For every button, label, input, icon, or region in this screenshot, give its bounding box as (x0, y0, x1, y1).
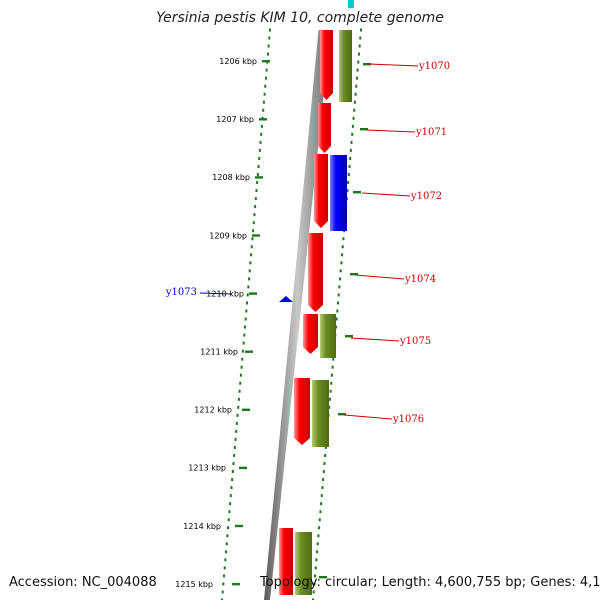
cds-arrow[interactable] (314, 154, 328, 228)
feature-label-text[interactable]: y1073 (165, 287, 197, 298)
ruler-dotted-line-inner (221, 28, 271, 600)
outer-ruler-tick (363, 63, 371, 66)
gene-bar[interactable] (339, 30, 352, 102)
ruler-tick (259, 118, 267, 121)
genome-summary-text: Topology: circular; Length: 4,600,755 bp… (260, 575, 600, 590)
ruler-label: 1208 kbp (212, 173, 250, 182)
outer-ruler-tick (350, 273, 358, 276)
other-feature-bar[interactable] (348, 0, 354, 8)
ruler-tick (239, 466, 247, 470)
selected-gene-bar[interactable] (330, 155, 347, 231)
cds-arrow[interactable] (318, 103, 331, 153)
ruler-tick (249, 292, 257, 295)
feature-label-y1073[interactable]: y1073 (165, 287, 233, 298)
leader-line (361, 192, 411, 197)
gene-bar[interactable] (312, 380, 329, 447)
ruler-tick (252, 234, 260, 237)
ruler-tick (232, 582, 240, 586)
leader-line (343, 414, 393, 420)
ruler-tick (262, 60, 270, 63)
feature-label-text[interactable]: y1071 (415, 127, 447, 138)
feature-label-y1076[interactable]: y1076 (343, 414, 424, 425)
ruler-tick (242, 408, 250, 411)
cds-arrow[interactable] (294, 378, 310, 445)
ruler-label: 1214 kbp (183, 522, 221, 531)
ruler-tick (245, 350, 253, 353)
ruler-label: 1207 kbp (216, 115, 254, 124)
cds-arrow[interactable] (279, 528, 293, 595)
outer-ruler-tick (319, 576, 327, 579)
leader-line (199, 292, 233, 295)
feature-label-y1072[interactable]: y1072 (361, 191, 442, 202)
cds-arrow[interactable] (308, 233, 323, 312)
outer-ruler-tick (360, 128, 368, 131)
leader-line (350, 337, 400, 342)
feature-label-y1075[interactable]: y1075 (350, 336, 431, 347)
genome-backbone (264, 30, 331, 600)
feature-label-text[interactable]: y1070 (418, 61, 450, 72)
feature-label-y1070[interactable]: y1070 (368, 61, 450, 72)
feature-label-y1074[interactable]: y1074 (354, 274, 436, 285)
ruler-tick (255, 176, 263, 179)
cds-arrow[interactable] (303, 314, 318, 354)
ruler-label: 1212 kbp (194, 406, 232, 415)
outer-ruler-tick (338, 413, 346, 416)
feature-label-text[interactable]: y1076 (392, 414, 424, 425)
leader-line (368, 63, 419, 67)
feature-label-y1071[interactable]: y1071 (365, 127, 447, 138)
ruler-tick (235, 524, 243, 528)
accession-text: Accession: NC_004088 (9, 575, 157, 590)
genome-title: Yersinia pestis KIM 10, complete genome (156, 10, 444, 26)
feature-label-text[interactable]: y1075 (399, 336, 431, 347)
feature-label-text[interactable]: y1072 (410, 191, 442, 202)
ruler-label: 1206 kbp (219, 57, 257, 66)
feature-label-text[interactable]: y1074 (404, 274, 436, 285)
y1073-marker-icon[interactable] (279, 296, 293, 302)
cds-arrow[interactable] (320, 30, 333, 100)
leader-line (365, 129, 416, 133)
leader-line (354, 274, 405, 280)
ruler-label: 1215 kbp (175, 580, 213, 589)
gene-bar[interactable] (320, 314, 336, 358)
outer-ruler-tick (353, 191, 361, 194)
ruler-label: 1211 kbp (200, 348, 238, 357)
outer-ruler-tick (345, 335, 353, 338)
ruler-label: 1209 kbp (209, 231, 247, 240)
gene-bar[interactable] (295, 532, 312, 595)
ruler-label: 1213 kbp (188, 464, 226, 473)
